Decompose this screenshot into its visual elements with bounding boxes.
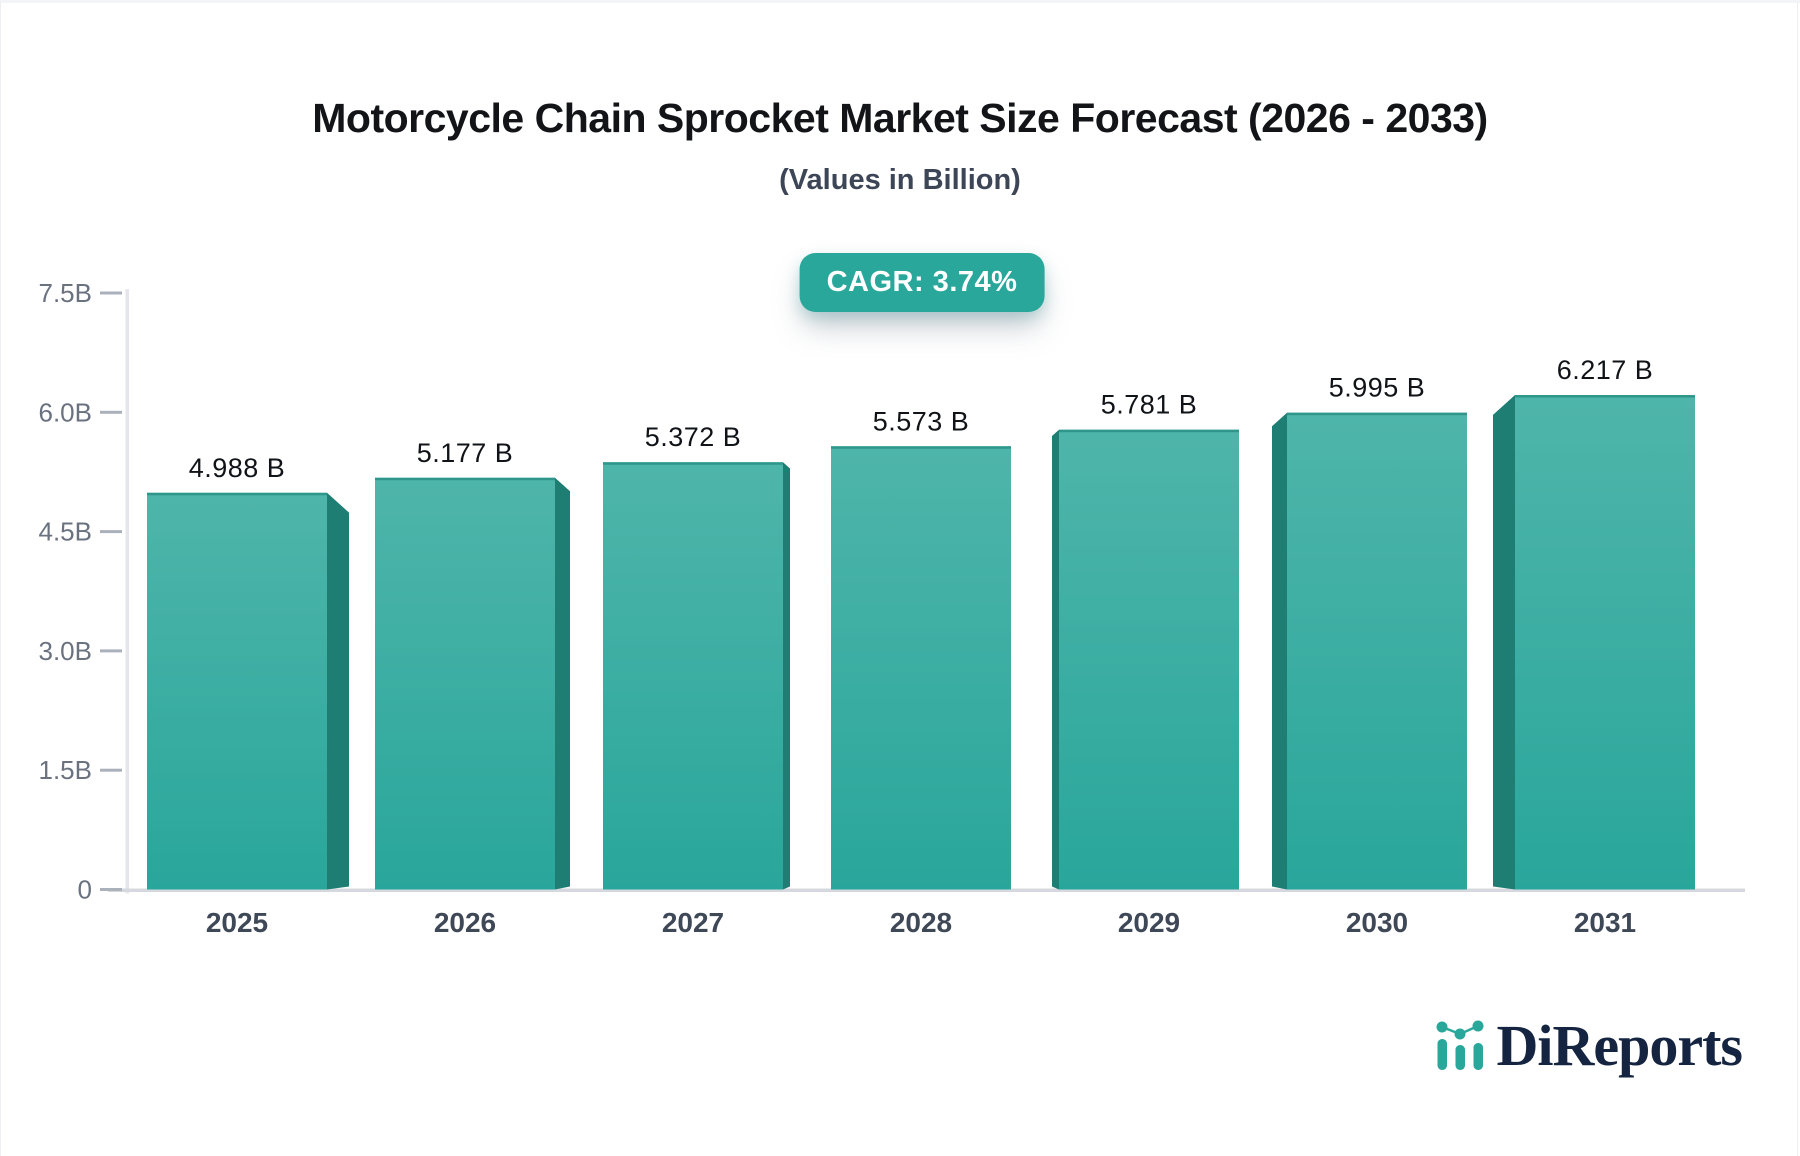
page-border-right: [1797, 3, 1798, 1156]
bar-value-label: 5.995 B: [1329, 373, 1426, 403]
y-tick-mark: [100, 649, 122, 653]
y-tick-label: 6.0B: [39, 397, 93, 427]
bar-top-edge: [1287, 412, 1467, 416]
bar-side-face: [1052, 429, 1059, 890]
bar-top-edge: [375, 477, 555, 481]
bar-value-label: 5.177 B: [417, 438, 514, 468]
cagr-badge-label: CAGR: 3.74%: [826, 266, 1018, 298]
y-axis-line: [125, 289, 129, 894]
x-tick-label: 2026: [434, 907, 496, 938]
bar-value-label: 5.372 B: [645, 422, 742, 452]
y-tick-label: 0: [78, 875, 92, 905]
page-border-left: [0, 3, 1, 1156]
bar-2028: [831, 446, 1011, 890]
bar-value-label: 5.781 B: [1101, 390, 1198, 420]
bar-side-face: [783, 462, 790, 890]
x-tick-label: 2030: [1346, 907, 1408, 938]
y-tick-label: 7.5B: [39, 278, 93, 308]
y-tick-label: 3.0B: [39, 636, 93, 666]
bar-side-face: [555, 477, 570, 890]
x-tick-label: 2029: [1118, 907, 1180, 938]
bar-2030: [1287, 412, 1467, 890]
y-tick-mark: [100, 888, 122, 891]
x-tick-label: 2031: [1574, 907, 1636, 938]
bar-top-edge: [603, 462, 783, 465]
y-tick-mark: [100, 530, 122, 534]
bar-side-face: [327, 492, 349, 890]
bar-group-2030: 5.995 B 2030: [1272, 373, 1467, 938]
chart-subtitle: (Values in Billion): [779, 164, 1021, 196]
bar-2027: [603, 462, 783, 890]
y-tick-mark: [100, 410, 122, 414]
brand-logo-text: DiReports: [1496, 1013, 1743, 1078]
bar-side-face: [1272, 412, 1287, 890]
bar-side-face: [1493, 395, 1515, 890]
y-tick-label: 4.5B: [39, 517, 93, 547]
y-tick-mark: [100, 291, 122, 295]
bar-group-2025: 4.988 B 2025: [147, 453, 349, 938]
mini-bar-chart-icon: [1436, 1020, 1484, 1070]
bar-top-edge: [1059, 429, 1239, 433]
bar-chart-plot: 0 1.5B 3.0B 4.5B 6.0B 7.5B 4.988 B 2025 5.177 B 2…: [39, 278, 1745, 938]
bar-value-label: 4.988 B: [189, 453, 286, 483]
x-tick-label: 2027: [662, 907, 724, 938]
bar-top-edge: [1515, 395, 1695, 398]
bar-2026: [375, 477, 555, 890]
bar-group-2029: 5.781 B 2029: [1052, 390, 1239, 938]
bar-group-2028: 5.573 B 2028: [831, 406, 1011, 938]
bar-top-edge: [831, 446, 1011, 449]
bar-2031: [1515, 395, 1695, 890]
bar-2029: [1059, 429, 1239, 890]
y-tick-label: 1.5B: [39, 755, 93, 785]
bar-top-edge: [147, 492, 327, 496]
bar-value-label: 5.573 B: [873, 406, 970, 436]
bar-group-2027: 5.372 B 2027: [603, 422, 790, 938]
bar-2025: [147, 492, 327, 890]
y-tick-mark: [100, 768, 122, 772]
chart-header: Motorcycle Chain Sprocket Market Size Fo…: [0, 95, 1800, 197]
cagr-badge: CAGR: 3.74%: [799, 253, 1045, 312]
chart-title: Motorcycle Chain Sprocket Market Size Fo…: [312, 95, 1488, 141]
x-axis-line: [108, 888, 1745, 892]
brand-logo: DiReports: [1434, 1013, 1743, 1078]
bar-group-2026: 5.177 B 2026: [375, 438, 570, 938]
bar-group-2031: 6.217 B 2031: [1493, 355, 1695, 938]
bar-value-label: 6.217 B: [1557, 355, 1654, 385]
x-tick-label: 2025: [206, 907, 268, 938]
x-tick-label: 2028: [890, 907, 952, 938]
